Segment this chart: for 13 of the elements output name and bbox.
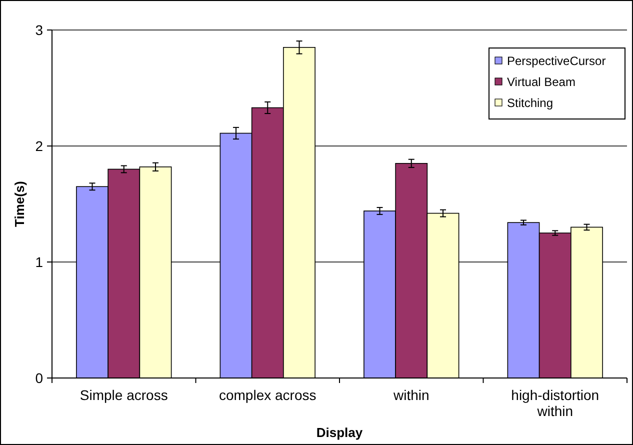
x-tick-label: Simple across [80, 387, 168, 403]
y-tick-label: 2 [35, 138, 44, 154]
x-tick-label: complex across [218, 387, 316, 403]
x-tick-label: within [392, 387, 430, 403]
y-tick-label: 0 [35, 370, 44, 386]
x-tick-label: high-distortion within [511, 387, 600, 419]
y-tick-label: 3 [35, 22, 44, 38]
y-tick-label: 1 [35, 254, 44, 270]
x-axis-title: Display [316, 425, 364, 440]
legend-label: Virtual Beam [507, 75, 576, 90]
legend-label: PerspectiveCursor [507, 54, 606, 68]
y-axis-title: Time(s) [12, 181, 27, 227]
legend-label: Stitching [507, 96, 554, 110]
